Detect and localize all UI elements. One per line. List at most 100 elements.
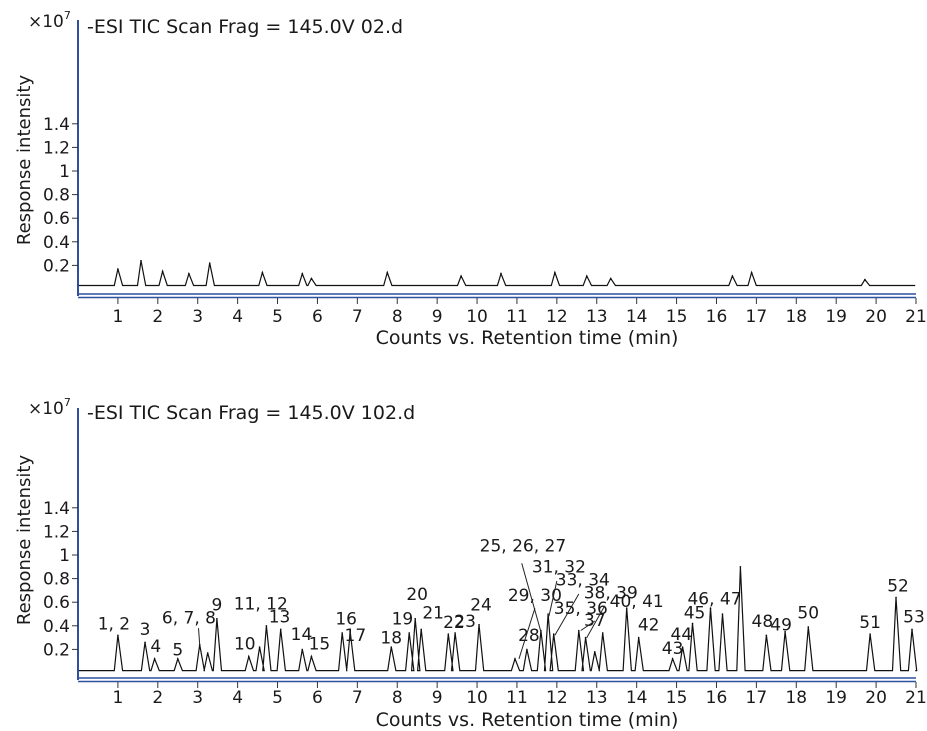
peak-apex xyxy=(731,275,734,277)
panel-title: -ESI TIC Scan Frag = 145.0V 102.d xyxy=(87,402,415,424)
x-tick-label: 21 xyxy=(905,688,927,708)
peak-label: 48 xyxy=(752,612,774,632)
peak-apex xyxy=(341,632,343,634)
peak-apex xyxy=(681,646,684,648)
peak-label: 14 xyxy=(291,625,313,645)
peak-label: 20 xyxy=(406,585,428,605)
peak-label: 6, 7, 8 xyxy=(162,608,216,628)
peak-apex xyxy=(176,658,179,660)
peak-label: 11, 12 xyxy=(234,594,288,614)
peak-apex xyxy=(460,275,462,277)
y-tick-label: 0.6 xyxy=(43,593,70,613)
x-tick-label: 11 xyxy=(506,688,528,708)
peak-label: 37 xyxy=(584,611,606,631)
peak-apex xyxy=(671,658,674,660)
peak-apex xyxy=(216,617,218,620)
peak-label: 43 xyxy=(662,639,684,659)
y-tick-label: 1 xyxy=(59,162,70,182)
peak-label: 40, 41 xyxy=(610,592,664,612)
y-tick-label: 1.4 xyxy=(43,115,70,135)
peak-label: 3 xyxy=(140,620,151,640)
x-axis-label: Counts vs. Retention time (min) xyxy=(376,709,679,731)
peak-apex xyxy=(247,655,250,658)
peak-label: 13 xyxy=(269,607,291,627)
peak-label: 18 xyxy=(380,629,402,649)
x-tick-label: 15 xyxy=(666,307,688,327)
peak-apex xyxy=(144,641,146,644)
y-tick-label: 1.4 xyxy=(43,499,70,519)
peak-apex xyxy=(386,271,389,274)
peak-apex xyxy=(208,262,211,264)
peak-label: 21 xyxy=(422,604,444,624)
peak-apex xyxy=(140,259,142,262)
x-tick-label: 17 xyxy=(746,307,768,327)
peak-apex xyxy=(279,628,282,631)
peak-apex xyxy=(310,277,313,280)
peak-apex xyxy=(609,277,612,280)
peak-apex xyxy=(584,636,587,639)
x-tick-label: 6 xyxy=(312,688,323,708)
peak-apex xyxy=(447,633,450,635)
x-tick-label: 18 xyxy=(785,307,807,327)
x-tick-label: 19 xyxy=(825,307,847,327)
y-tick-label: 0.4 xyxy=(43,617,70,637)
peak-label: 51 xyxy=(859,613,881,633)
peak-label: 38, 39 xyxy=(584,584,638,604)
x-tick-label: 17 xyxy=(746,688,768,708)
peak-label: 17 xyxy=(345,626,367,646)
peak-apex xyxy=(911,628,913,631)
peak-apex xyxy=(709,607,712,609)
x-tick-label: 14 xyxy=(626,688,648,708)
peak-label: 9 xyxy=(211,595,222,615)
peak-label: 16 xyxy=(335,610,357,630)
x-tick-label: 19 xyxy=(825,688,847,708)
leader-line xyxy=(554,593,580,636)
leader-line xyxy=(518,607,536,659)
y-axis-label: Response intensity xyxy=(14,75,35,246)
x-tick-label: 4 xyxy=(232,688,243,708)
peak-label: 42 xyxy=(638,616,660,636)
peak-apex xyxy=(117,634,119,637)
peak-label: 29, 30 xyxy=(508,586,562,606)
x-tick-label: 8 xyxy=(392,688,403,708)
peak-apex xyxy=(869,633,871,635)
peak-apex xyxy=(153,658,156,660)
y-tick-label: 0.2 xyxy=(43,256,70,276)
peak-apex xyxy=(310,655,313,658)
peak-apex xyxy=(188,272,190,275)
peak-apex xyxy=(750,271,753,274)
leader-line xyxy=(548,580,558,617)
peak-label: 1, 2 xyxy=(98,614,130,634)
x-tick-label: 7 xyxy=(352,688,363,708)
x-tick-label: 8 xyxy=(392,307,403,327)
x-axis-label: Counts vs. Retention time (min) xyxy=(376,327,679,349)
leader-line xyxy=(586,605,606,638)
x-tick-label: 20 xyxy=(865,688,887,708)
peak-apex xyxy=(721,613,724,615)
y-tick-label: 1.2 xyxy=(43,138,70,158)
peak-label: 46, 47 xyxy=(687,590,741,610)
peak-label: 28 xyxy=(518,626,540,646)
x-tick-label: 3 xyxy=(192,307,203,327)
peak-label: 15 xyxy=(309,634,331,654)
x-tick-label: 4 xyxy=(232,307,243,327)
peak-label: 22 xyxy=(443,613,465,633)
leader-line xyxy=(198,628,201,645)
peak-apex xyxy=(301,648,304,651)
peak-apex xyxy=(390,646,393,648)
x-tick-label: 10 xyxy=(466,307,488,327)
leader-line xyxy=(521,563,542,632)
x-tick-label: 6 xyxy=(312,307,323,327)
x-tick-label: 1 xyxy=(112,688,123,708)
y-tick-label: 0.8 xyxy=(43,186,70,206)
y-multiplier: ×107 xyxy=(28,9,71,32)
peak-apex xyxy=(514,658,516,660)
peak-label: 31, 32 xyxy=(532,558,586,578)
peak-apex xyxy=(625,607,628,609)
peak-label: 50 xyxy=(797,604,819,624)
x-tick-label: 13 xyxy=(586,688,608,708)
y-multiplier: ×107 xyxy=(28,396,71,419)
y-axis-label: Response intensity xyxy=(14,455,35,626)
x-tick-label: 1 xyxy=(112,307,123,327)
peak-label: 53 xyxy=(903,607,925,627)
